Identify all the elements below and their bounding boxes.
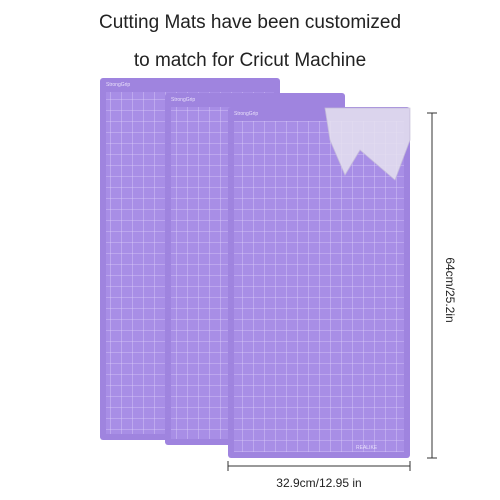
mat-brand: StrongGrip xyxy=(234,111,258,117)
mat-brand: StrongGrip xyxy=(106,82,130,88)
mat-brand: StrongGrip xyxy=(171,97,195,103)
height-dimension xyxy=(427,112,437,459)
mat: StrongGrip REALIKE xyxy=(228,107,411,458)
width-dimension xyxy=(227,461,411,471)
title-line: Cutting Mats have been customized xyxy=(99,12,401,33)
width-label: 32.9cm/12.95 in xyxy=(276,476,361,490)
mat-grid xyxy=(234,121,404,452)
protective-film xyxy=(324,107,411,181)
height-label: 64cm/25.2in xyxy=(443,257,457,322)
title-line: to match for Cricut Machine xyxy=(134,50,366,71)
mat-footer-brand: REALIKE xyxy=(356,445,378,451)
